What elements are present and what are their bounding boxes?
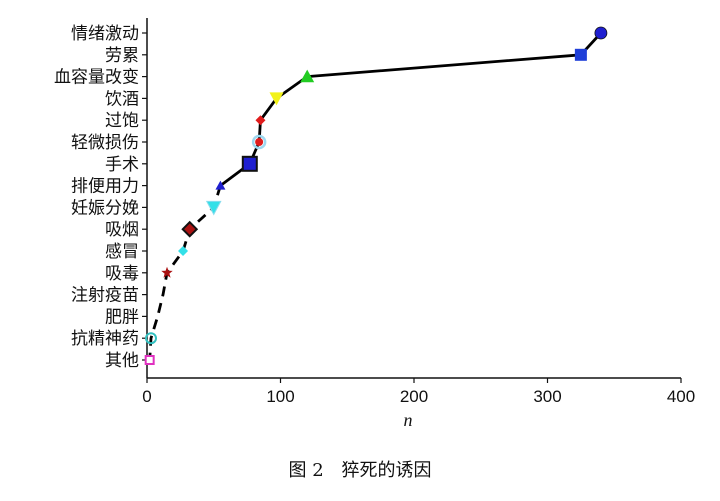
series-markers	[144, 26, 608, 365]
y-tick-label: 感冒	[105, 242, 139, 262]
y-tick-label: 注射疫苗	[71, 286, 139, 306]
y-tick-label: 劳累	[105, 46, 139, 66]
y-tick-label: 饮酒	[105, 89, 139, 109]
data-point	[251, 134, 267, 150]
y-tick-label: 轻微损伤	[71, 133, 139, 153]
x-tick-label: 300	[533, 387, 561, 406]
y-tick-label: 过饱	[105, 111, 139, 131]
x-tick-label: 100	[266, 387, 294, 406]
data-point	[574, 48, 587, 61]
y-tick-label: 抗精神药	[71, 329, 139, 349]
y-tick-label: 排便用力	[71, 177, 139, 197]
axes	[146, 18, 681, 379]
series-line-solid	[219, 32, 602, 187]
data-point	[145, 332, 158, 345]
y-tick-label: 妊娠分娩	[71, 198, 139, 218]
data-point	[161, 266, 173, 278]
data-point-core	[255, 138, 264, 146]
x-axis-ticks: 0 100 200 300 400	[142, 378, 695, 406]
data-point	[215, 180, 226, 190]
figure-number: 图 2	[288, 460, 324, 481]
y-tick-label: 吸毒	[105, 264, 139, 284]
figure-caption: 图 2 猝死的诱因	[0, 456, 720, 482]
data-point	[205, 200, 222, 216]
series-line-dashed	[148, 185, 222, 361]
figure-title: 猝死的诱因	[341, 460, 432, 481]
y-tick-label: 吸烟	[105, 220, 139, 240]
data-point	[269, 92, 284, 106]
data-point	[594, 26, 608, 40]
data-point	[181, 220, 199, 238]
data-point	[178, 246, 189, 256]
y-axis-labels: 情绪激动劳累血容量改变饮酒过饱轻微损伤手术排便用力妊娠分娩吸烟感冒吸毒注射疫苗肥…	[54, 24, 147, 371]
y-tick-label: 手术	[105, 155, 139, 175]
data-point	[144, 355, 155, 365]
y-tick-label: 情绪激动	[71, 24, 139, 44]
x-tick-label: 200	[400, 387, 428, 406]
data-point	[241, 155, 258, 172]
x-tick-label: 400	[667, 387, 695, 406]
y-tick-label: 其他	[105, 351, 139, 371]
y-tick-label: 血容量改变	[54, 68, 139, 88]
x-tick-label: 0	[142, 387, 151, 406]
y-tick-label: 肥胖	[105, 307, 139, 327]
x-axis-label: n	[404, 410, 413, 430]
data-point	[255, 115, 266, 126]
data-point	[300, 69, 315, 83]
series-line	[148, 32, 602, 361]
